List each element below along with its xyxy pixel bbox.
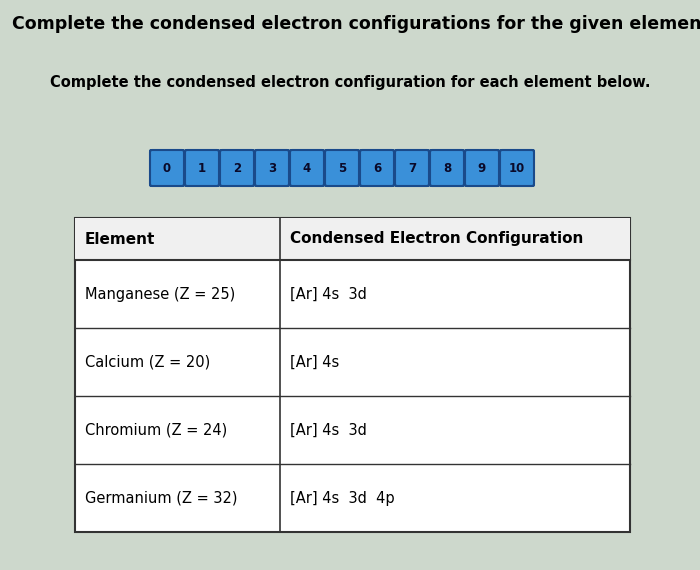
FancyBboxPatch shape bbox=[254, 149, 290, 187]
FancyBboxPatch shape bbox=[255, 150, 289, 186]
Text: [Ar] 4s  3d: [Ar] 4s 3d bbox=[290, 287, 367, 302]
Bar bbox=[75, 218, 630, 532]
FancyBboxPatch shape bbox=[499, 149, 535, 187]
Text: 7: 7 bbox=[408, 161, 416, 174]
FancyBboxPatch shape bbox=[324, 149, 360, 187]
FancyBboxPatch shape bbox=[290, 150, 324, 186]
Text: 3: 3 bbox=[268, 161, 276, 174]
Text: 0: 0 bbox=[163, 161, 171, 174]
Text: Chromium (Z = 24): Chromium (Z = 24) bbox=[85, 422, 228, 438]
FancyBboxPatch shape bbox=[394, 149, 430, 187]
FancyBboxPatch shape bbox=[429, 149, 465, 187]
Text: Calcium (Z = 20): Calcium (Z = 20) bbox=[85, 355, 210, 369]
FancyBboxPatch shape bbox=[465, 150, 499, 186]
FancyBboxPatch shape bbox=[430, 150, 464, 186]
Text: [Ar] 4s  3d: [Ar] 4s 3d bbox=[290, 422, 367, 438]
FancyBboxPatch shape bbox=[150, 150, 184, 186]
Text: 2: 2 bbox=[233, 161, 241, 174]
Text: Complete the condensed electron configuration for each element below.: Complete the condensed electron configur… bbox=[50, 75, 650, 90]
Text: Manganese (Z = 25): Manganese (Z = 25) bbox=[85, 287, 235, 302]
Text: [Ar] 4s  3d  4p: [Ar] 4s 3d 4p bbox=[290, 491, 395, 506]
FancyBboxPatch shape bbox=[185, 150, 219, 186]
Text: 6: 6 bbox=[373, 161, 381, 174]
Text: 9: 9 bbox=[478, 161, 486, 174]
FancyBboxPatch shape bbox=[220, 150, 254, 186]
FancyBboxPatch shape bbox=[184, 149, 220, 187]
FancyBboxPatch shape bbox=[359, 149, 395, 187]
Text: Complete the condensed electron configurations for the given elements.: Complete the condensed electron configur… bbox=[12, 15, 700, 33]
FancyBboxPatch shape bbox=[500, 150, 534, 186]
FancyBboxPatch shape bbox=[219, 149, 255, 187]
FancyBboxPatch shape bbox=[464, 149, 500, 187]
Text: Condensed Electron Configuration: Condensed Electron Configuration bbox=[290, 231, 583, 246]
Text: Germanium (Z = 32): Germanium (Z = 32) bbox=[85, 491, 237, 506]
Text: 8: 8 bbox=[443, 161, 451, 174]
Text: 5: 5 bbox=[338, 161, 346, 174]
Text: [Ar] 4s: [Ar] 4s bbox=[290, 355, 340, 369]
Text: Element: Element bbox=[85, 231, 155, 246]
FancyBboxPatch shape bbox=[325, 150, 359, 186]
Bar bbox=[75, 218, 630, 260]
Text: 1: 1 bbox=[198, 161, 206, 174]
FancyBboxPatch shape bbox=[360, 150, 394, 186]
FancyBboxPatch shape bbox=[149, 149, 185, 187]
FancyBboxPatch shape bbox=[289, 149, 325, 187]
Text: 4: 4 bbox=[303, 161, 311, 174]
FancyBboxPatch shape bbox=[395, 150, 429, 186]
Text: 10: 10 bbox=[509, 161, 525, 174]
